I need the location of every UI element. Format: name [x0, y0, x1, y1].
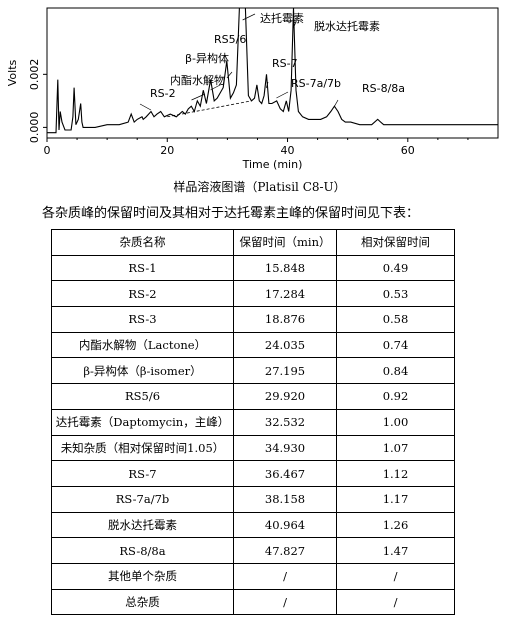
peak-label: RS-8/8a — [362, 82, 405, 95]
annotation-leader — [334, 99, 339, 107]
table-row: 未知杂质（相对保留时间1.05） 34.930 1.07 — [51, 434, 455, 462]
annotation-leader — [191, 93, 206, 101]
relative-retention-cell: 0.92 — [336, 383, 455, 410]
integration-baseline — [167, 100, 252, 118]
impurity-name-cell: 脱水达托霉素 — [51, 511, 234, 539]
retention-time-cell: 32.532 — [233, 408, 337, 436]
table-row: RS-3 18.876 0.58 — [51, 306, 455, 333]
impurity-name-cell: 未知杂质（相对保留时间1.05） — [51, 434, 234, 462]
annotation-leader — [276, 91, 289, 99]
table-row: RS5/6 29.920 0.92 — [51, 383, 455, 410]
impurity-name-cell: RS-7a/7b — [51, 485, 234, 513]
retention-time-cell: 18.876 — [233, 306, 337, 333]
retention-time-cell: 47.827 — [233, 537, 337, 564]
peak-label: RS5/6 — [214, 33, 246, 46]
x-tick-label: 40 — [281, 144, 295, 157]
retention-time-cell: 15.848 — [233, 254, 337, 282]
table-row: 总杂质 / / — [51, 588, 455, 616]
impurity-name-cell: 内酯水解物（Lactone） — [51, 331, 234, 359]
relative-retention-cell: 1.07 — [336, 434, 455, 462]
header-impurity-name: 杂质名称 — [51, 229, 234, 256]
retention-time-cell: 40.964 — [233, 511, 337, 539]
retention-time-cell: / — [233, 588, 337, 616]
annotation-leader — [242, 13, 256, 21]
retention-time-cell: 27.195 — [233, 357, 337, 385]
table-row: RS-1 15.848 0.49 — [51, 254, 455, 282]
chromatogram: 0 20 40 60 0.000 0.002 Time (min) Volts RS-2 内酯水解… — [0, 0, 519, 196]
relative-retention-cell: 0.49 — [336, 254, 455, 282]
impurity-name-cell: RS-7 — [51, 460, 234, 487]
relative-retention-cell: 1.12 — [336, 460, 455, 487]
relative-retention-cell: 1.47 — [336, 537, 455, 564]
impurity-name-cell: 达托霉素（Daptomycin，主峰） — [51, 408, 234, 436]
relative-retention-cell: 0.53 — [336, 280, 455, 308]
table-row: β-异构体（β-isomer） 27.195 0.84 — [51, 357, 455, 385]
impurity-name-cell: RS-8/8a — [51, 537, 234, 564]
y-tick-label: 0.000 — [28, 112, 41, 144]
relative-retention-cell: / — [336, 562, 455, 590]
x-tick-label: 60 — [401, 144, 415, 157]
chromatogram-trace — [47, 7, 498, 134]
plot-frame — [46, 7, 499, 139]
annotation-leader — [210, 83, 223, 91]
table-row: 脱水达托霉素 40.964 1.26 — [51, 511, 455, 539]
y-tick-label: 0.002 — [28, 59, 41, 91]
impurity-name-cell: 总杂质 — [51, 588, 234, 616]
peak-label: 脱水达托霉素 — [314, 19, 380, 33]
table-row: RS-7 36.467 1.12 — [51, 460, 455, 487]
relative-retention-cell: 1.26 — [336, 511, 455, 539]
peak-label: RS-2 — [150, 87, 176, 100]
table-row: 达托霉素（Daptomycin，主峰） 32.532 1.00 — [51, 408, 455, 436]
impurity-name-cell: RS-2 — [51, 280, 234, 308]
retention-time-cell: 34.930 — [233, 434, 337, 462]
table-header-row: 杂质名称 保留时间（min） 相对保留时间 — [51, 229, 455, 256]
table-row: RS-2 17.284 0.53 — [51, 280, 455, 308]
annotation-leader — [139, 103, 152, 111]
impurity-name-cell: RS-3 — [51, 306, 234, 333]
header-relative-retention: 相对保留时间 — [336, 229, 455, 256]
chart-caption: 样品溶液图谱（Platisil C8-U） — [173, 180, 346, 194]
peak-label: 达托霉素 — [260, 11, 304, 25]
relative-retention-cell: 1.00 — [336, 408, 455, 436]
header-retention-time: 保留时间（min） — [233, 229, 337, 256]
table-row: RS-7a/7b 38.158 1.17 — [51, 485, 455, 513]
annotation-leader — [265, 81, 269, 89]
table-body: RS-1 15.848 0.49 RS-2 17.284 0.53 RS-3 18.876 0.… — [51, 254, 455, 616]
annotation-leader — [226, 71, 233, 79]
relative-retention-cell: 0.74 — [336, 331, 455, 359]
x-tick-label: 20 — [160, 144, 174, 157]
retention-time-cell: 24.035 — [233, 331, 337, 359]
impurity-name-cell: RS5/6 — [51, 383, 234, 410]
table-row: 内酯水解物（Lactone） 24.035 0.74 — [51, 331, 455, 359]
intro-text: 各杂质峰的保留时间及其相对于达托霉素主峰的保留时间见下表： — [42, 206, 420, 221]
chromatogram-svg: 0 20 40 60 0.000 0.002 Time (min) Volts RS-2内酯水解… — [6, 7, 499, 171]
impurity-table: 杂质名称 保留时间（min） 相对保留时间 RS-1 15.848 0.49 RS-2… — [51, 229, 455, 616]
peak-label: RS-7a/7b — [291, 77, 341, 90]
relative-retention-cell: / — [336, 588, 455, 616]
retention-time-cell: 17.284 — [233, 280, 337, 308]
retention-time-cell: / — [233, 562, 337, 590]
peak-label: RS-7 — [272, 57, 298, 70]
annotation-leader — [293, 21, 297, 29]
x-axis-label: Time (min) — [242, 158, 303, 171]
retention-time-cell: 36.467 — [233, 460, 337, 487]
y-axis-label: Volts — [6, 59, 19, 86]
relative-retention-cell: 1.17 — [336, 485, 455, 513]
relative-retention-cell: 0.84 — [336, 357, 455, 385]
retention-time-cell: 29.920 — [233, 383, 337, 410]
table-row: RS-8/8a 47.827 1.47 — [51, 537, 455, 564]
impurity-name-cell: β-异构体（β-isomer） — [51, 357, 234, 385]
relative-retention-cell: 0.58 — [336, 306, 455, 333]
impurity-name-cell: 其他单个杂质 — [51, 562, 234, 590]
x-tick-label: 0 — [44, 144, 51, 157]
table-row: 其他单个杂质 / / — [51, 562, 455, 590]
peak-label: β-异构体 — [185, 51, 229, 65]
impurity-name-cell: RS-1 — [51, 254, 234, 282]
peak-label: 内酯水解物 — [170, 73, 225, 87]
retention-time-cell: 38.158 — [233, 485, 337, 513]
